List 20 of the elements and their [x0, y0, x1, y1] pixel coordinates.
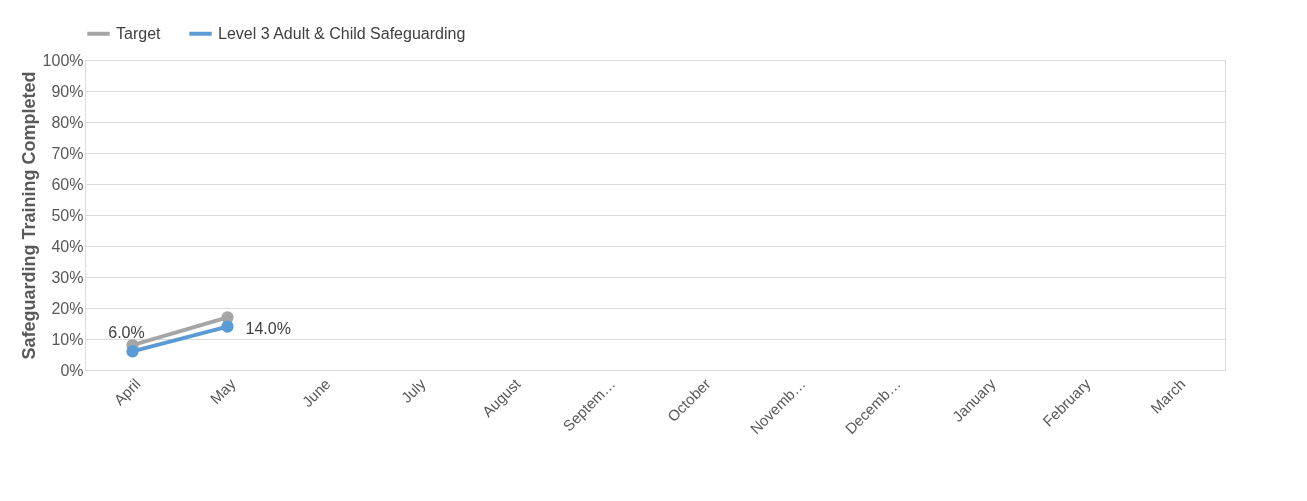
y-tick-label: 70% — [51, 144, 84, 162]
x-tick-label: May — [206, 374, 239, 408]
y-tick-label: 10% — [51, 330, 84, 348]
point — [221, 320, 234, 333]
y-tick-label: 80% — [51, 113, 84, 131]
point — [126, 345, 139, 358]
y-axis-title: Safeguarding Training Completed — [18, 71, 39, 360]
legend-label: Level 3 Adult & Child Safeguarding — [218, 24, 466, 42]
x-tick-label: July — [397, 374, 429, 406]
y-tick-label: 30% — [51, 268, 84, 286]
y-tick-label: 60% — [51, 175, 84, 193]
y-tick-label: 100% — [42, 51, 84, 69]
y-tick-label: 90% — [51, 82, 84, 100]
y-tick-label: 50% — [51, 206, 84, 224]
data-label: 6.0% — [108, 324, 145, 342]
y-tick-label: 0% — [60, 361, 84, 379]
y-tick-label: 20% — [51, 299, 84, 317]
y-tick-label: 40% — [51, 237, 84, 255]
legend-label: Target — [116, 24, 162, 42]
data-label: 14.0% — [245, 319, 291, 337]
